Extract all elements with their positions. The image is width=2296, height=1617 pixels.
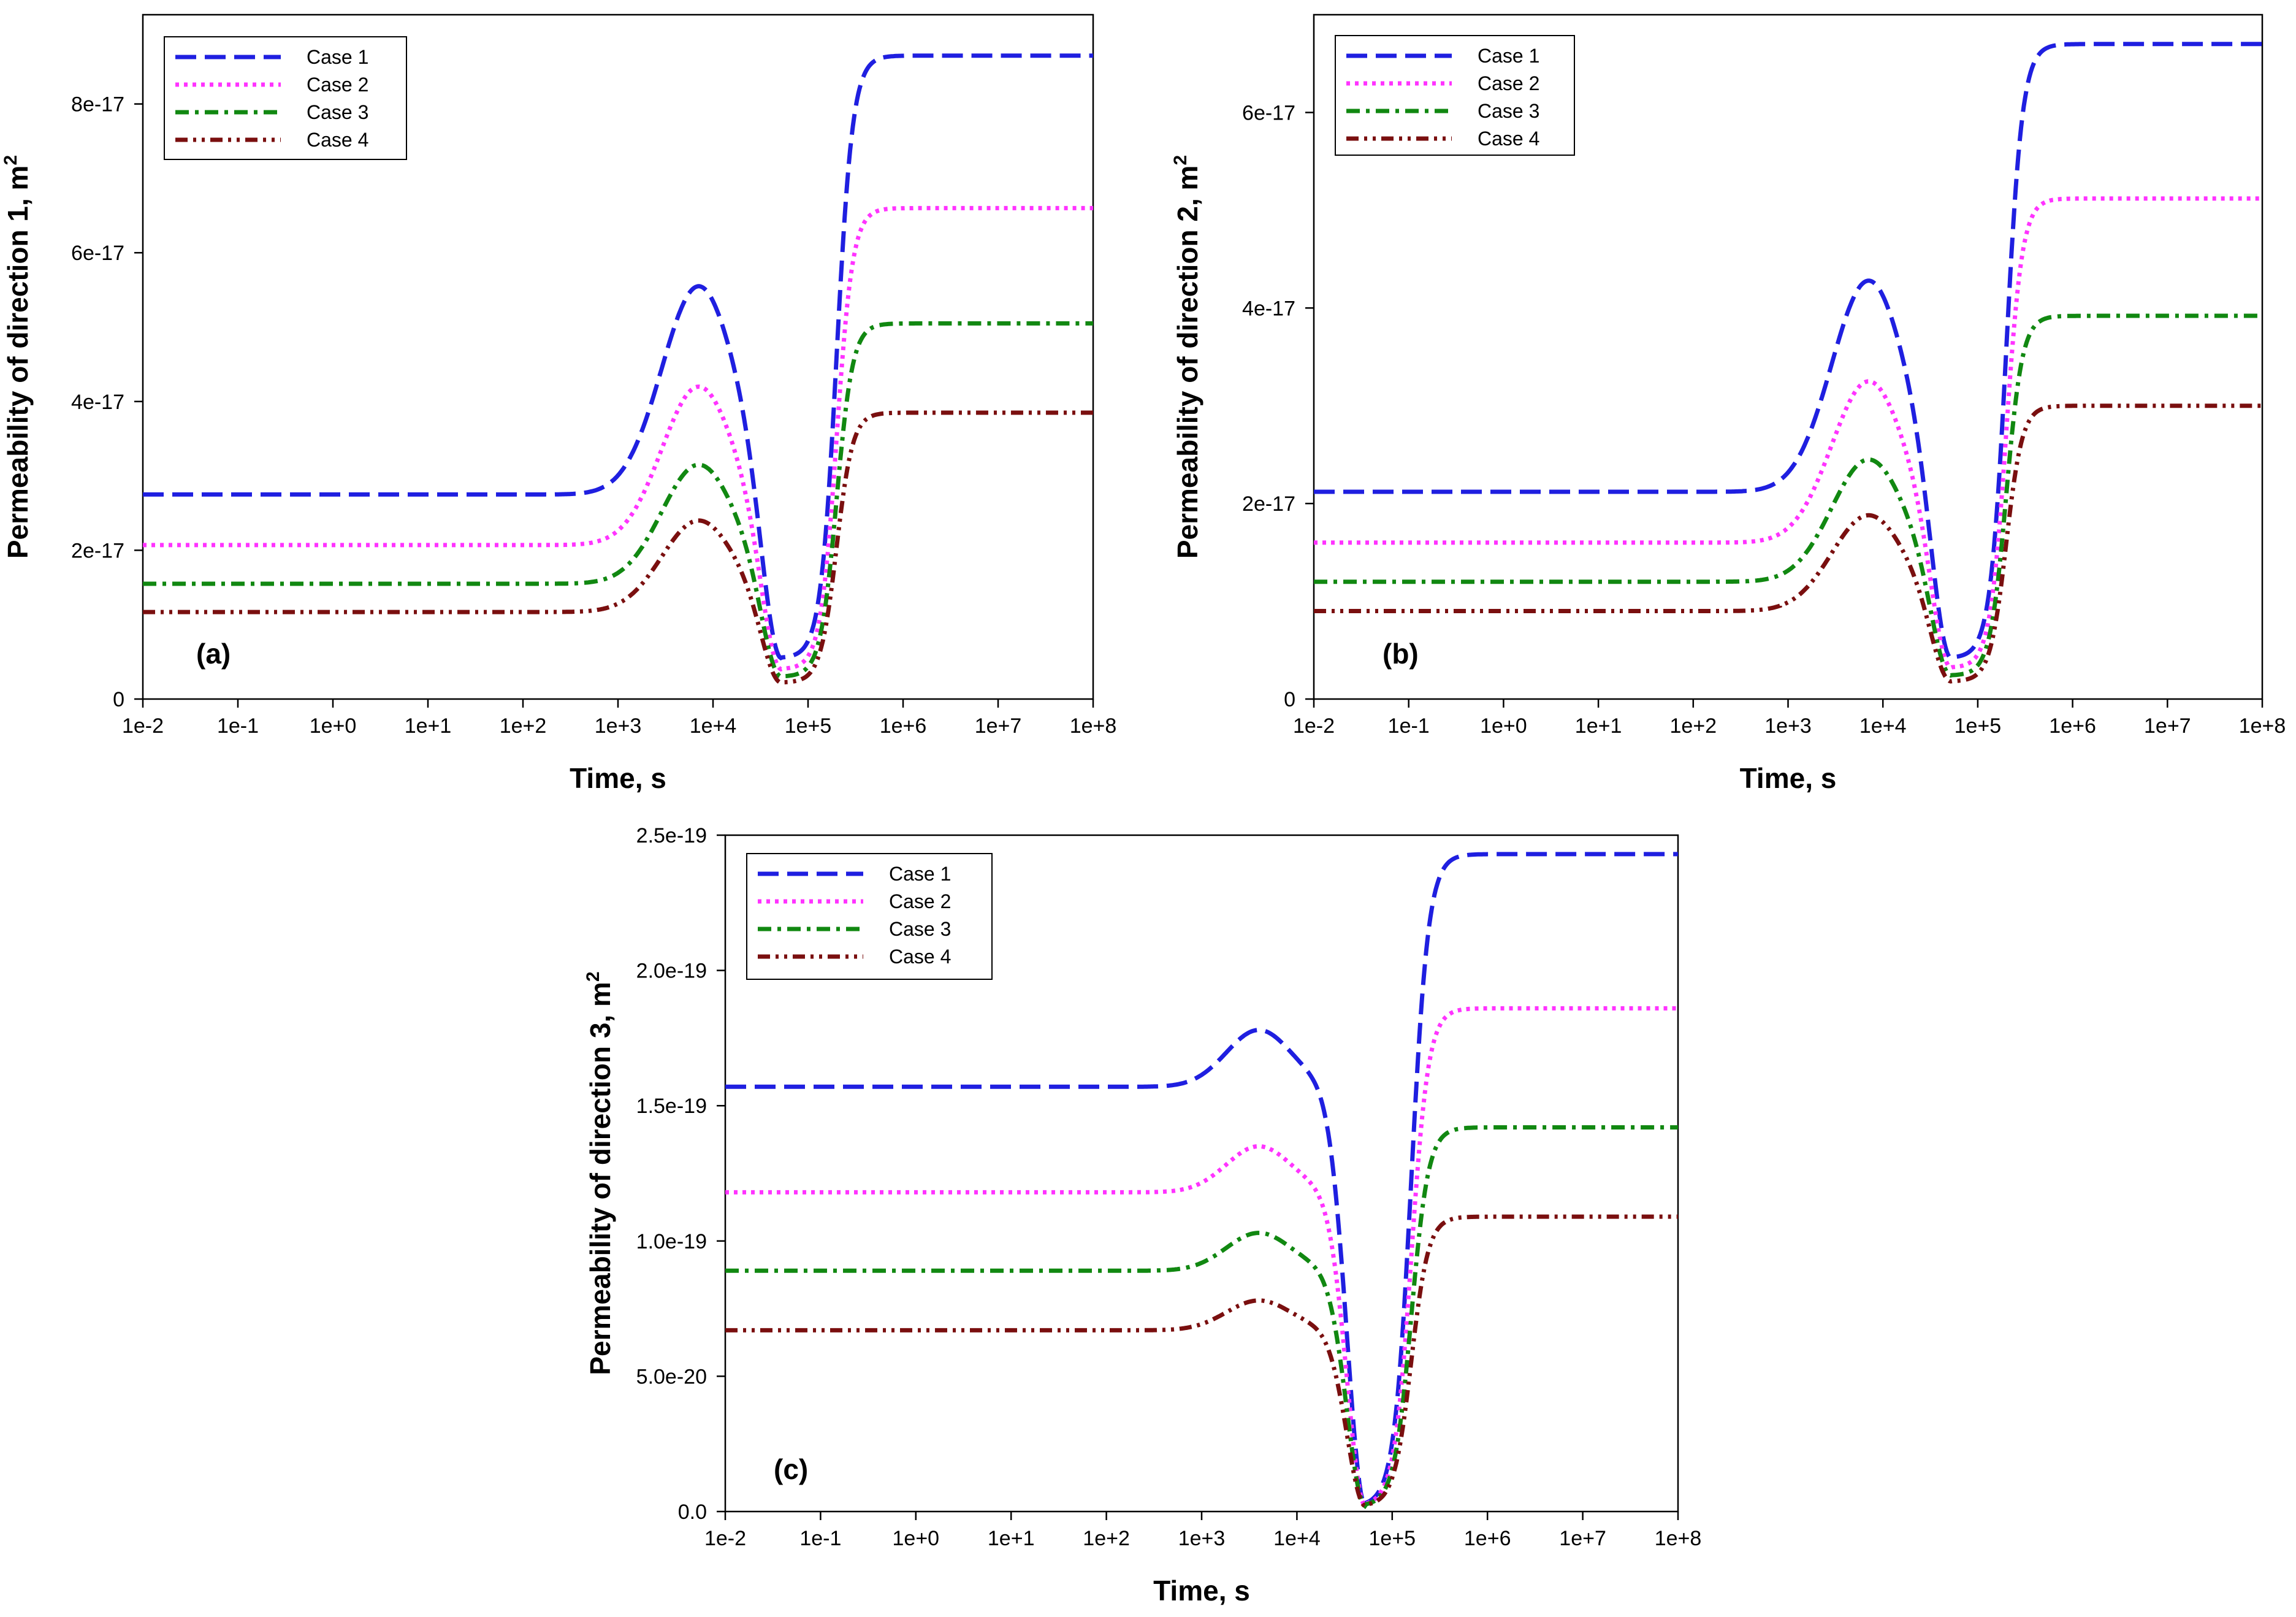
x-tick-label: 1e+6: [1464, 1527, 1511, 1550]
y-tick-label: 1.5e-19: [636, 1095, 707, 1118]
chart-panel-2: 1e-2 1e-1 1e+0 1e+1 1e+2 1e+3 1e+4 1e+5 1e+6 1e+7…: [583, 824, 1701, 1607]
legend-box: [164, 36, 407, 160]
y-tick-label: 4e-17: [71, 391, 124, 414]
series-line-case-2: [1314, 196, 2262, 670]
y-tick-label: 0: [1284, 688, 1295, 711]
x-tick-label: 1e+3: [1764, 714, 1812, 738]
legend-label-case-4: Case 4: [307, 129, 368, 151]
x-tick-label: 1e+4: [690, 714, 737, 738]
x-tick-label: 1e+7: [1559, 1527, 1606, 1550]
series-line-case-2: [725, 1006, 1678, 1510]
x-tick-label: 1e+1: [1575, 714, 1622, 738]
y-tick-label: 6e-17: [71, 242, 124, 265]
chart-panel-0: 1e-2 1e-1 1e+0 1e+1 1e+2 1e+3 1e+4 1e+5 1e+6 1e+7…: [1, 13, 1117, 794]
y-axis-title: Permeability of direction 1, m2: [1, 155, 34, 559]
x-tick-label: 1e+2: [500, 714, 547, 738]
series-line-case-3: [143, 321, 1093, 679]
panel-label: (c): [774, 1453, 808, 1485]
series-line-case-2: [143, 205, 1093, 672]
y-tick-label: 1.0e-19: [636, 1230, 707, 1253]
x-tick-label: 1e+6: [2049, 714, 2096, 738]
y-axis-title: Permeability of direction 3, m2: [583, 971, 616, 1375]
x-tick-label: 1e+8: [2239, 714, 2286, 738]
legend-label-case-1: Case 1: [1478, 45, 1539, 67]
legend-box: [1335, 35, 1575, 156]
legend-label-case-1: Case 1: [889, 863, 951, 885]
chart-panel-1: 1e-2 1e-1 1e+0 1e+1 1e+2 1e+3 1e+4 1e+5 1e+6 1e+7…: [1170, 13, 2286, 794]
series-line-case-1: [1314, 42, 2262, 661]
y-tick-label: 2e-17: [71, 539, 124, 562]
x-tick-label: 1e+3: [595, 714, 642, 738]
x-tick-label: 1e+1: [988, 1527, 1035, 1550]
y-tick-label: 6e-17: [1242, 101, 1295, 124]
x-tick-label: 1e+2: [1670, 714, 1717, 738]
x-tick-label: 1e+8: [1655, 1527, 1702, 1550]
x-tick-label: 1e+5: [1369, 1527, 1416, 1550]
y-tick-label: 0: [113, 688, 124, 711]
y-axis-title: Permeability of direction 2, m2: [1170, 155, 1203, 559]
x-tick-label: 1e+6: [880, 714, 927, 738]
legend-label-case-4: Case 4: [889, 946, 951, 968]
x-tick-label: 1e+1: [405, 714, 452, 738]
x-tick-label: 1e-2: [122, 714, 164, 738]
x-tick-label: 1e+0: [310, 714, 357, 738]
x-tick-label: 1e+3: [1178, 1527, 1226, 1550]
x-tick-label: 1e+2: [1083, 1527, 1130, 1550]
x-tick-label: 1e+4: [1273, 1527, 1321, 1550]
x-tick-label: 1e+0: [1480, 714, 1527, 738]
x-axis-title: Time, s: [1153, 1575, 1250, 1607]
x-tick-label: 1e-2: [704, 1527, 746, 1550]
legend-label-case-3: Case 3: [1478, 100, 1539, 122]
legend-label-case-2: Case 2: [889, 890, 951, 912]
y-tick-label: 8e-17: [71, 93, 124, 117]
panel-label: (a): [196, 638, 231, 670]
legend-label-case-3: Case 3: [889, 918, 951, 940]
legend-label-case-3: Case 3: [307, 101, 368, 123]
panel-label: (b): [1383, 638, 1419, 670]
series-line-case-3: [1314, 313, 2262, 678]
x-tick-label: 1e-2: [1293, 714, 1335, 738]
x-axis-title: Time, s: [570, 762, 666, 794]
series-line-case-4: [1314, 403, 2262, 684]
x-tick-label: 1e-1: [217, 714, 259, 738]
y-tick-label: 4e-17: [1242, 297, 1295, 320]
legend-label-case-4: Case 4: [1478, 128, 1539, 150]
y-tick-label: 2.5e-19: [636, 824, 707, 847]
x-tick-label: 1e+0: [893, 1527, 940, 1550]
x-tick-label: 1e+7: [975, 714, 1022, 738]
legend-label-case-1: Case 1: [307, 46, 368, 68]
y-tick-label: 0.0: [678, 1500, 707, 1524]
x-tick-label: 1e+5: [785, 714, 832, 738]
legend-box: [746, 853, 993, 980]
x-axis-title: Time, s: [1740, 762, 1837, 794]
series-line-case-1: [725, 852, 1678, 1511]
x-tick-label: 1e+7: [2144, 714, 2191, 738]
y-tick-label: 5.0e-20: [636, 1365, 707, 1388]
y-tick-label: 2.0e-19: [636, 960, 707, 983]
series-line-case-4: [143, 410, 1093, 685]
series-line-case-1: [143, 53, 1093, 661]
y-tick-label: 2e-17: [1242, 492, 1295, 516]
legend-label-case-2: Case 2: [1478, 72, 1539, 94]
x-tick-label: 1e+4: [1859, 714, 1907, 738]
legend-label-case-2: Case 2: [307, 74, 368, 96]
x-tick-label: 1e-1: [799, 1527, 841, 1550]
x-tick-label: 1e+8: [1070, 714, 1117, 738]
x-tick-label: 1e-1: [1388, 714, 1430, 738]
x-tick-label: 1e+5: [1955, 714, 2002, 738]
series-line-case-4: [725, 1214, 1678, 1509]
series-line-case-3: [725, 1125, 1678, 1510]
